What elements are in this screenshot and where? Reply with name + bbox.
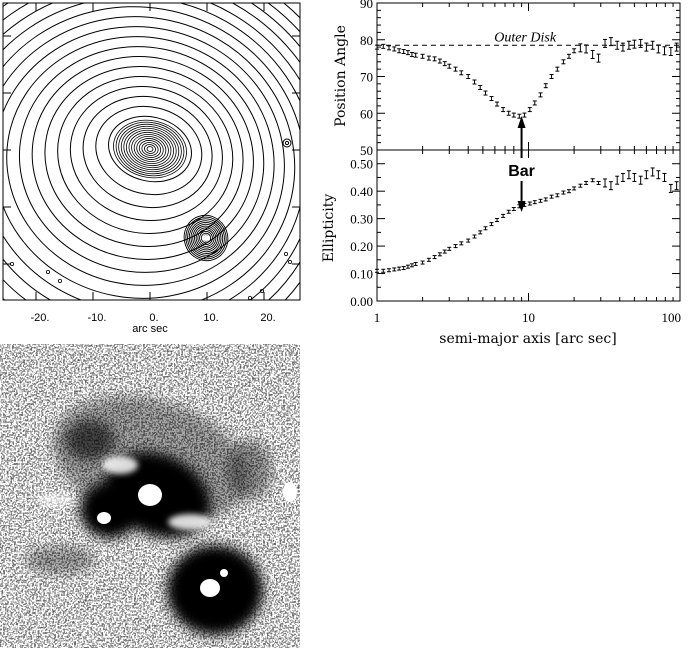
isophote-outer	[3, 16, 296, 300]
companion-contour	[195, 227, 217, 249]
companion-contour	[190, 222, 222, 254]
companion-knot	[220, 569, 228, 577]
bar-annotation: Bar	[508, 116, 535, 212]
isophote-outer	[108, 115, 192, 183]
ellipticity-y-axis-title: Ellipticity	[321, 194, 337, 263]
ellipticity-y-tick-labels: 0.00 0.10 0.20 0.30 0.40 0.50	[350, 157, 373, 309]
bar-label: Bar	[508, 163, 535, 180]
el-y-tick-label: 0.30	[350, 212, 373, 227]
companion-contour	[200, 232, 212, 244]
isophote-inner	[144, 144, 156, 154]
contour-x-tick-label: -20.	[31, 312, 50, 324]
pa-y-tick-label: 80	[360, 33, 373, 48]
isophote-outer	[44, 66, 244, 247]
companion-nucleus	[200, 579, 220, 597]
ellipticity-panel: 0.00 0.10 0.20 0.30 0.40 0.50 1 10 100 Elliptic…	[321, 149, 681, 347]
companion-contour	[192, 223, 220, 253]
position-angle-panel: 50 60 70 80 90 Outer Disk Position Angle	[333, 0, 681, 158]
isophote-inner	[120, 125, 180, 173]
ellipticity-axis-ticks	[376, 150, 681, 302]
pa-y-tick-label: 60	[360, 106, 373, 121]
pa-y-tick-labels: 50 60 70 80 90	[360, 0, 373, 158]
isophote-outer	[69, 85, 223, 222]
contour-x-tick-labels: -20. -10. 0. 10. 20.	[31, 312, 276, 324]
el-x-tick-label: 100	[662, 310, 682, 325]
contour-noise-specks	[9, 251, 292, 300]
bar-arrow-down-head	[517, 201, 526, 212]
companion-contour	[197, 229, 215, 247]
isophote-contours	[3, 3, 300, 300]
el-y-tick-label: 0.40	[350, 184, 373, 199]
isophote-inner	[126, 129, 174, 169]
x-axis-title: semi-major axis [arc sec]	[439, 331, 616, 347]
isophote-outer	[82, 95, 213, 209]
contour-x-tick-label: 20.	[260, 312, 275, 324]
isophote-outer	[95, 105, 203, 196]
galaxy-nucleus	[138, 484, 162, 506]
companion-contour	[183, 214, 229, 262]
star-contour	[282, 138, 292, 148]
ellipticity-x-tick-labels: 1 10 100	[374, 310, 681, 325]
contour-speck	[283, 251, 288, 256]
contour-axis-ticks	[3, 3, 300, 300]
contour-frame	[2, 2, 301, 301]
contour-x-tick-label: 10.	[203, 312, 218, 324]
isophote-inner	[141, 142, 159, 156]
bar-arrow-up-head	[517, 116, 526, 128]
isophote-outer	[18, 46, 265, 273]
el-y-tick-label: 0.00	[350, 294, 373, 309]
companion-contour	[193, 225, 219, 251]
el-y-tick-label: 0.10	[350, 267, 373, 282]
bright-knot	[97, 512, 111, 524]
el-y-tick-label: 0.50	[350, 157, 373, 172]
companion-galaxy-contours	[183, 138, 292, 262]
isophote-inner	[136, 138, 164, 160]
ellipticity-data-points	[375, 167, 679, 273]
pa-axis-ticks	[376, 2, 681, 151]
isophote-inner	[138, 140, 162, 158]
contour-panel: -20. -10. 0. 10. 20. arc sec	[2, 2, 301, 335]
isophote-inner	[133, 136, 167, 162]
companion-contour	[188, 220, 224, 256]
isophote-inner	[118, 123, 182, 175]
isophote-inner	[115, 121, 185, 177]
pa-data-points	[375, 37, 679, 119]
el-x-tick-label: 1	[374, 310, 381, 325]
isophote-inner	[123, 127, 177, 171]
contour-speck	[259, 288, 264, 293]
contour-x-axis-label: arc sec	[132, 323, 168, 335]
pa-y-tick-label: 50	[360, 143, 373, 158]
contour-x-tick-label: -10.	[88, 312, 107, 324]
isophote-inner	[128, 131, 172, 167]
contour-speck	[58, 278, 63, 283]
pa-y-tick-label: 90	[360, 0, 373, 11]
companion-core	[202, 235, 210, 241]
el-x-tick-label: 10	[522, 310, 535, 325]
star-contour	[284, 140, 290, 146]
companion-contour	[185, 216, 227, 260]
outer-disk-label: Outer Disk	[494, 30, 557, 45]
isophote-outer	[3, 6, 300, 300]
companion-contour	[199, 230, 213, 246]
isophote-outer	[57, 76, 234, 234]
companion-contour	[187, 218, 225, 258]
isophote-outer	[6, 36, 275, 286]
unsharp-mask-image	[0, 344, 300, 648]
contour-speck	[46, 269, 51, 274]
el-y-tick-label: 0.20	[350, 239, 373, 254]
contour-x-tick-label: 0.	[149, 312, 158, 324]
pa-y-tick-label: 70	[360, 70, 373, 85]
pa-frame	[376, 2, 681, 151]
isophote-inner	[131, 133, 169, 165]
isophote-outer	[3, 26, 285, 299]
pa-y-axis-title: Position Angle	[333, 25, 349, 127]
edge-star	[283, 482, 297, 502]
contour-speck	[287, 259, 292, 264]
isophote-inner	[113, 119, 187, 179]
unsharp-bright-features	[35, 456, 212, 530]
isophote-inner	[146, 146, 154, 152]
isophote-outer	[31, 56, 254, 260]
